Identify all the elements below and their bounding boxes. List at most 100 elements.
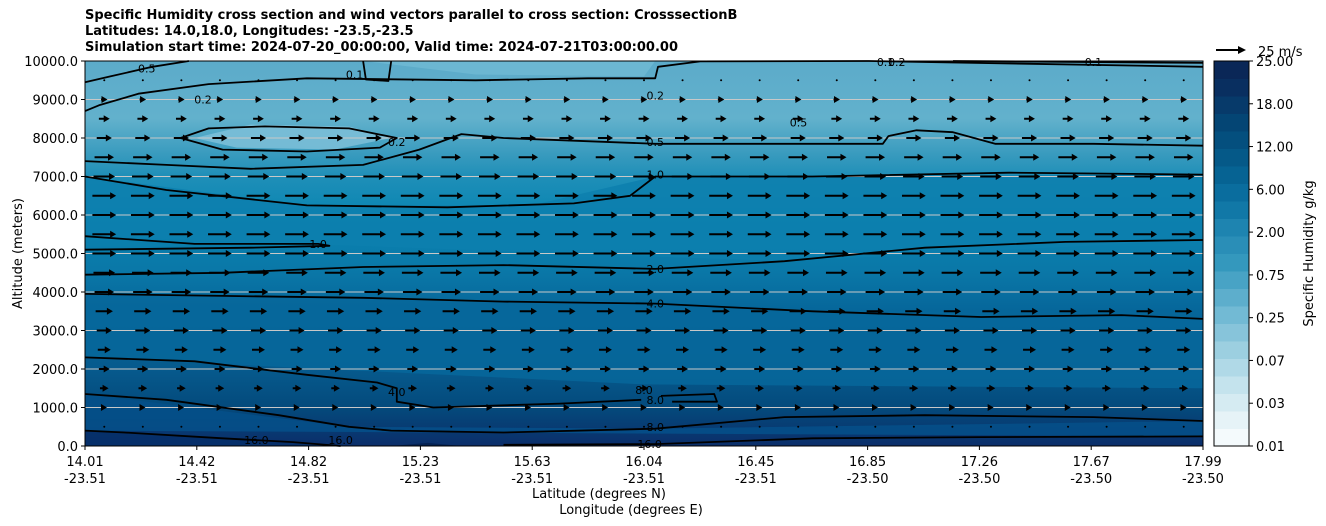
wind-vector-head [412,115,419,123]
contour-label-5: 0.2 [194,94,212,107]
wind-vector-head [644,346,651,354]
wind-vector [443,327,459,334]
wind-vector-head [1031,327,1038,334]
wind-vector-head [141,384,148,392]
wind-vector [947,115,958,123]
wind-vector [134,307,152,315]
wind-vector [942,288,963,296]
wind-vector [982,307,1000,315]
wind-vector [139,96,147,103]
humidity-patch-6 [391,442,462,446]
wind-vector-head [605,346,612,354]
wind-vector [1101,365,1113,373]
wind-vector-head [109,269,116,277]
wind-vector [323,230,348,238]
x-tick-label-lon: -23.51 [176,472,218,487]
wind-vector-head [611,230,618,238]
wind-vector [949,404,956,411]
wind-vector [681,79,684,82]
wind-vector [516,250,541,257]
wind-vector [983,134,999,142]
wind-vector-head [842,230,849,238]
wind-vector [257,79,260,82]
wind-vector [373,79,376,82]
wind-vector-head [879,153,886,161]
wind-vector [285,230,309,238]
wind-vector-dot [180,425,183,428]
wind-vector-head [380,230,387,238]
wind-vector-head [178,96,185,103]
wind-vector [215,384,225,392]
wind-vector-head [261,307,268,315]
wind-vector [864,269,887,277]
wind-vector [249,307,268,315]
wind-vector [180,79,183,82]
wind-vector [1182,425,1185,428]
wind-vector [901,211,926,219]
wind-vector-head [418,230,425,238]
wind-vector [364,288,384,296]
wind-vector-head [184,307,191,315]
wind-vector [758,79,761,82]
wind-vector-head [759,365,766,373]
wind-vector-head [949,96,956,103]
x-tick-label-lat: 16.45 [737,455,774,470]
wind-vector-head [217,96,224,103]
wind-vector [788,153,808,161]
wind-vector [1174,288,1194,296]
wind-vector-head [532,153,539,161]
wind-vector [555,211,579,219]
wind-vector [522,115,534,123]
wind-vector-head [1073,250,1080,257]
wind-vector [679,96,686,103]
wind-vector-head [647,288,654,296]
wind-vector [214,365,226,373]
wind-vector [287,288,307,296]
wind-vector [710,173,732,180]
wind-vector-dot [951,79,954,82]
wind-vector [212,327,228,334]
wind-vector-head [337,134,344,142]
wind-vector [440,269,463,277]
wind-vector-head [842,192,849,200]
wind-vector [486,404,493,411]
contour-line-12 [660,393,718,403]
wind-vector-head [645,134,652,142]
wind-vector-head [688,250,695,257]
wind-vector [170,269,193,277]
wind-vector-head [609,288,616,296]
wind-vector [602,96,609,103]
wind-vector-head [1072,173,1079,180]
wind-vector-head [842,250,849,257]
chart-title-line1: Specific Humidity cross section and wind… [85,8,738,23]
wind-vector-dot [1182,425,1185,428]
wind-vector-head [106,307,113,315]
wind-vector-head [881,230,888,238]
wind-vector-head [380,250,387,257]
contour-line-11 [84,393,1204,434]
wind-vector [979,230,1003,238]
wind-vector-head [494,269,501,277]
wind-vector-head [142,115,149,123]
wind-vector-head [725,173,732,180]
wind-vector [135,134,151,142]
wind-vector-head [256,384,263,392]
wind-vector [754,115,766,123]
wind-vector-head [103,365,110,373]
wind-vector-head [1188,269,1195,277]
wind-vector [756,404,763,411]
wind-vector-head [955,307,962,315]
wind-vector-head [611,250,618,257]
colorbar-band [1214,411,1249,429]
wind-vector-dot [488,425,491,428]
colorbar-band [1214,376,1249,394]
wind-vector-head [300,153,307,161]
wind-vector [171,153,192,161]
wind-vector-head [294,96,301,103]
wind-vector-head [571,269,578,277]
colorbar-band [1214,306,1249,324]
wind-vector-head [726,211,733,219]
wind-vector-head [109,173,116,180]
wind-vector-head [296,115,303,123]
wind-vector-head [187,192,194,200]
